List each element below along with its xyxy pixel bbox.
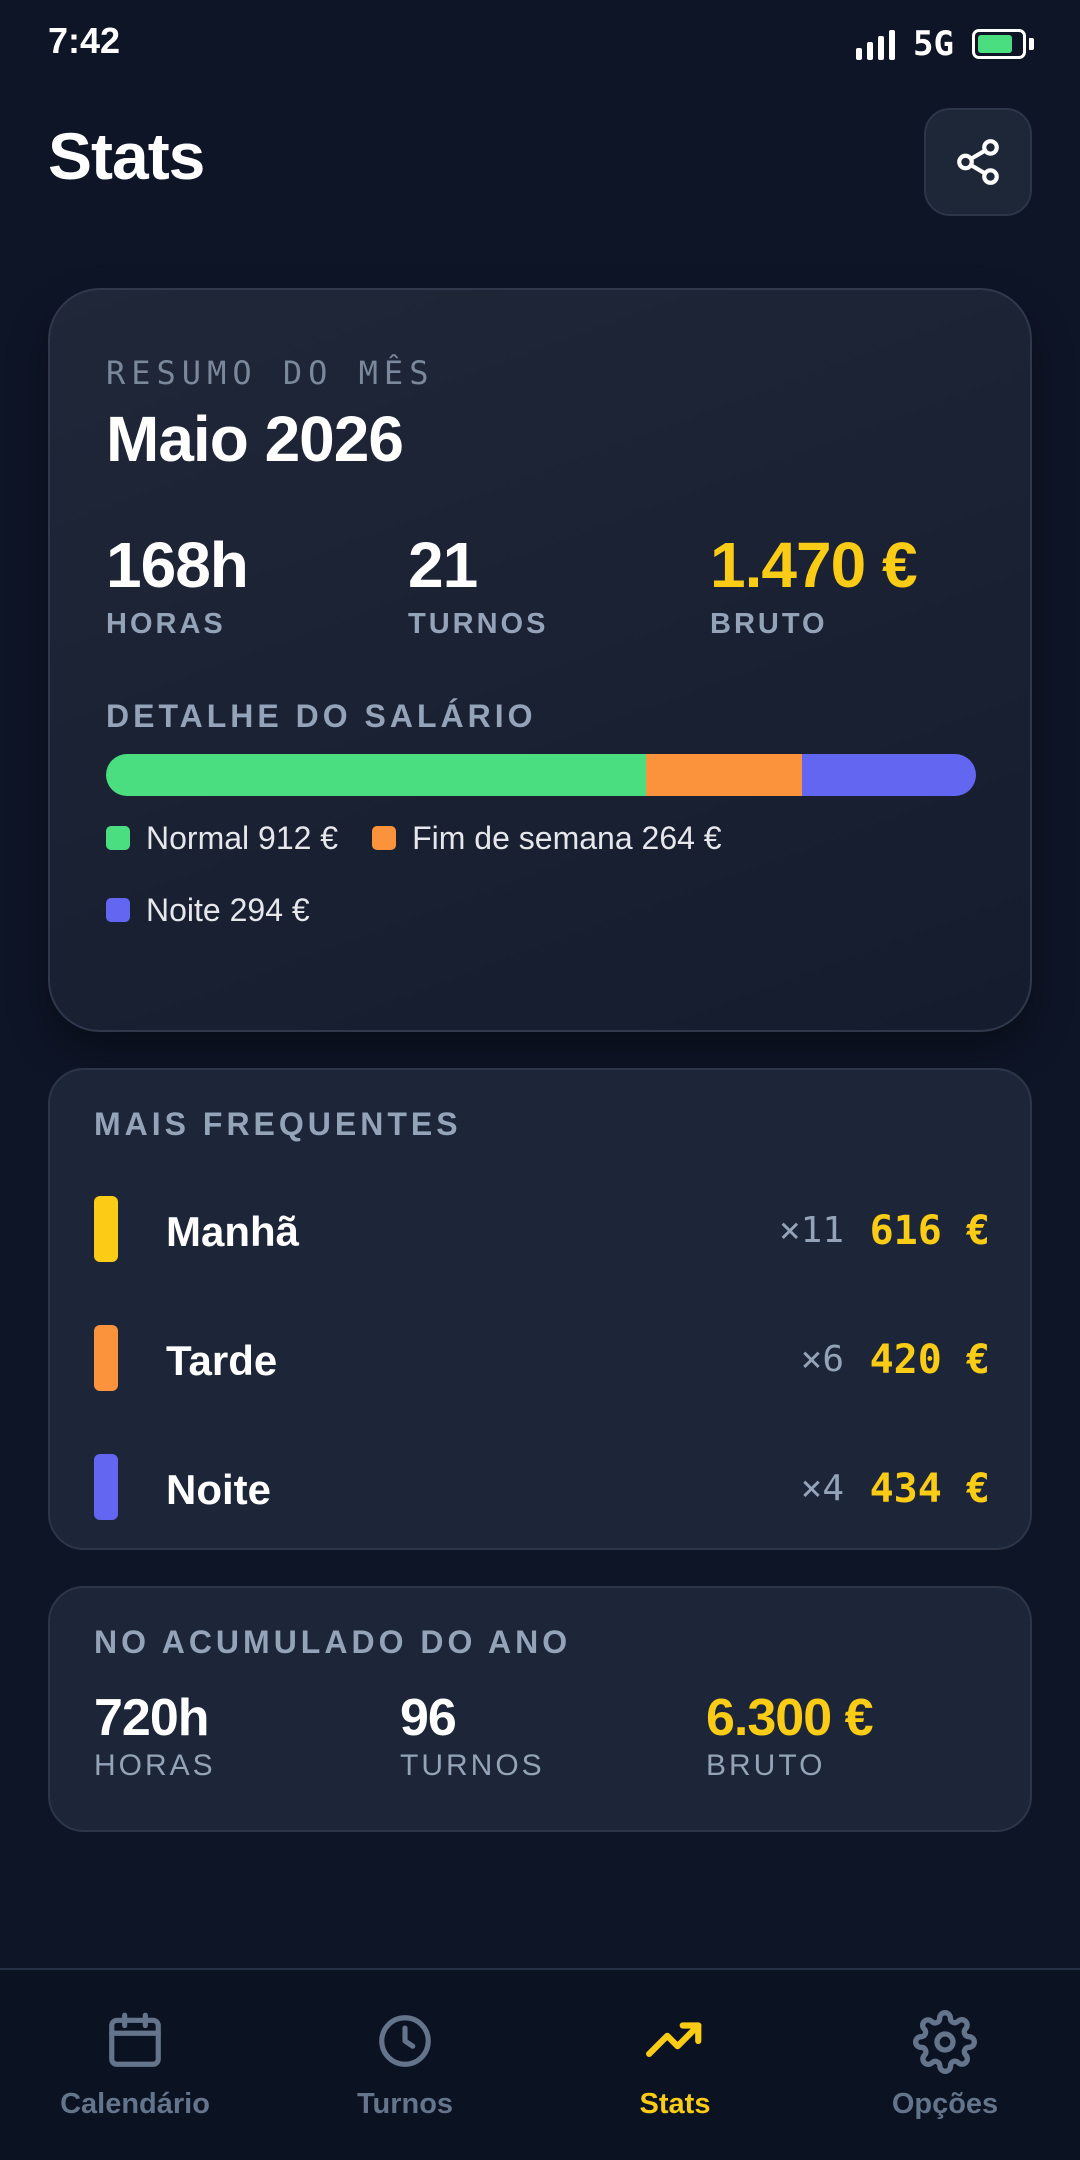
year-gross-value: 6.300 €	[706, 1689, 873, 1747]
shift-row-night[interactable]: Noite ×4 434 €	[50, 1454, 1034, 1524]
status-time: 7:42	[48, 20, 121, 61]
stat-shifts-label: TURNOS	[408, 608, 549, 641]
month-summary-card: RESUMO DO MÊS Maio 2026 168h HORAS 21 TU…	[48, 288, 1032, 1032]
year-stat-gross: 6.300 € BRUTO	[706, 1689, 873, 1783]
shift-color-morning	[94, 1196, 118, 1262]
shift-color-afternoon	[94, 1325, 118, 1391]
frequent-shifts-card: MAIS FREQUENTES Manhã ×11 616 € Tarde ×6…	[48, 1068, 1032, 1550]
nav-label-calendar: Calendário	[60, 2088, 210, 2120]
clock-icon	[379, 2015, 431, 2067]
salary-breakdown-bar	[106, 754, 976, 796]
year-hours-label: HORAS	[94, 1749, 216, 1783]
stat-shifts-value: 21	[408, 529, 478, 601]
nav-label-shifts: Turnos	[356, 2088, 454, 2120]
legend-label-night: Noite 294 €	[146, 891, 310, 928]
legend-item-weekend: Fim de semana 264 €	[372, 802, 722, 874]
shift-amount-afternoon: 420 €	[869, 1337, 990, 1383]
trending-up-icon	[646, 2022, 702, 2058]
legend-swatch-weekend	[372, 826, 397, 850]
stat-gross-label: BRUTO	[710, 608, 828, 641]
year-shifts-label: TURNOS	[400, 1749, 545, 1783]
gear-icon	[913, 2010, 977, 2074]
bottom-nav: Calendário Turnos Stats	[0, 1968, 1080, 2160]
year-shifts-value: 96	[400, 1689, 457, 1747]
stat-hours: 168h HORAS	[106, 529, 249, 641]
nav-item-shifts[interactable]: Turnos	[270, 2010, 540, 2121]
salary-legend: Normal 912 € Fim de semana 264 € Noite 2…	[106, 802, 986, 946]
status-bar: 7:42 5G	[0, 0, 1080, 84]
nav-label-options: Opções	[891, 2088, 999, 2120]
legend-item-night: Noite 294 €	[106, 874, 952, 946]
stat-gross: 1.470 € BRUTO	[710, 529, 918, 641]
legend-label-weekend: Fim de semana 264 €	[412, 819, 722, 856]
battery-icon	[972, 29, 1034, 59]
shift-count-morning: ×11	[778, 1210, 844, 1251]
shift-name-morning: Manhã	[166, 1208, 300, 1255]
stat-gross-value: 1.470 €	[710, 529, 918, 601]
nav-item-calendar[interactable]: Calendário	[0, 2010, 270, 2121]
stat-shifts: 21 TURNOS	[408, 530, 548, 641]
shift-name-night: Noite	[166, 1466, 271, 1513]
shift-amount-night: 434 €	[869, 1466, 990, 1512]
shift-name-afternoon: Tarde	[166, 1337, 278, 1384]
salary-detail-title: DETALHE DO SALÁRIO	[106, 698, 537, 734]
year-title: NO ACUMULADO DO ANO	[94, 1624, 572, 1660]
calendar-icon	[109, 2012, 161, 2067]
shift-row-morning[interactable]: Manhã ×11 616 €	[50, 1196, 1034, 1266]
nav-item-stats[interactable]: Stats	[540, 2010, 810, 2121]
summary-month: Maio 2026	[106, 403, 404, 475]
shift-row-afternoon[interactable]: Tarde ×6 420 €	[50, 1325, 1034, 1395]
stat-hours-value: 168h	[106, 529, 249, 601]
legend-label-normal: Normal 912 €	[146, 819, 339, 856]
shift-color-night	[94, 1454, 118, 1520]
nav-item-options[interactable]: Opções	[810, 2010, 1080, 2121]
salary-segment-normal	[106, 754, 646, 796]
year-stat-hours: 720h HORAS	[94, 1689, 216, 1783]
status-indicators: 5G	[856, 24, 1034, 64]
nav-label-stats: Stats	[639, 2088, 711, 2120]
share-button[interactable]	[924, 108, 1032, 216]
page-title: Stats	[48, 119, 205, 193]
stat-hours-label: HORAS	[106, 608, 226, 641]
year-summary-card: NO ACUMULADO DO ANO 720h HORAS 96 TURNOS…	[48, 1586, 1032, 1832]
year-hours-value: 720h	[94, 1689, 210, 1747]
salary-segment-night	[801, 754, 976, 796]
legend-swatch-normal	[106, 826, 130, 850]
salary-segment-weekend	[645, 754, 802, 796]
shift-amount-morning: 616 €	[869, 1208, 990, 1254]
year-gross-label: BRUTO	[706, 1749, 826, 1783]
legend-item-normal: Normal 912 €	[106, 802, 338, 874]
legend-swatch-night	[106, 898, 130, 922]
frequent-title: MAIS FREQUENTES	[94, 1106, 462, 1142]
signal-icon	[856, 28, 896, 60]
shift-count-afternoon: ×6	[800, 1339, 844, 1380]
network-label: 5G	[913, 24, 954, 64]
summary-kicker: RESUMO DO MÊS	[106, 354, 435, 392]
year-stat-shifts: 96 TURNOS	[400, 1689, 545, 1783]
shift-count-night: ×4	[800, 1468, 844, 1509]
share-icon	[957, 139, 999, 185]
